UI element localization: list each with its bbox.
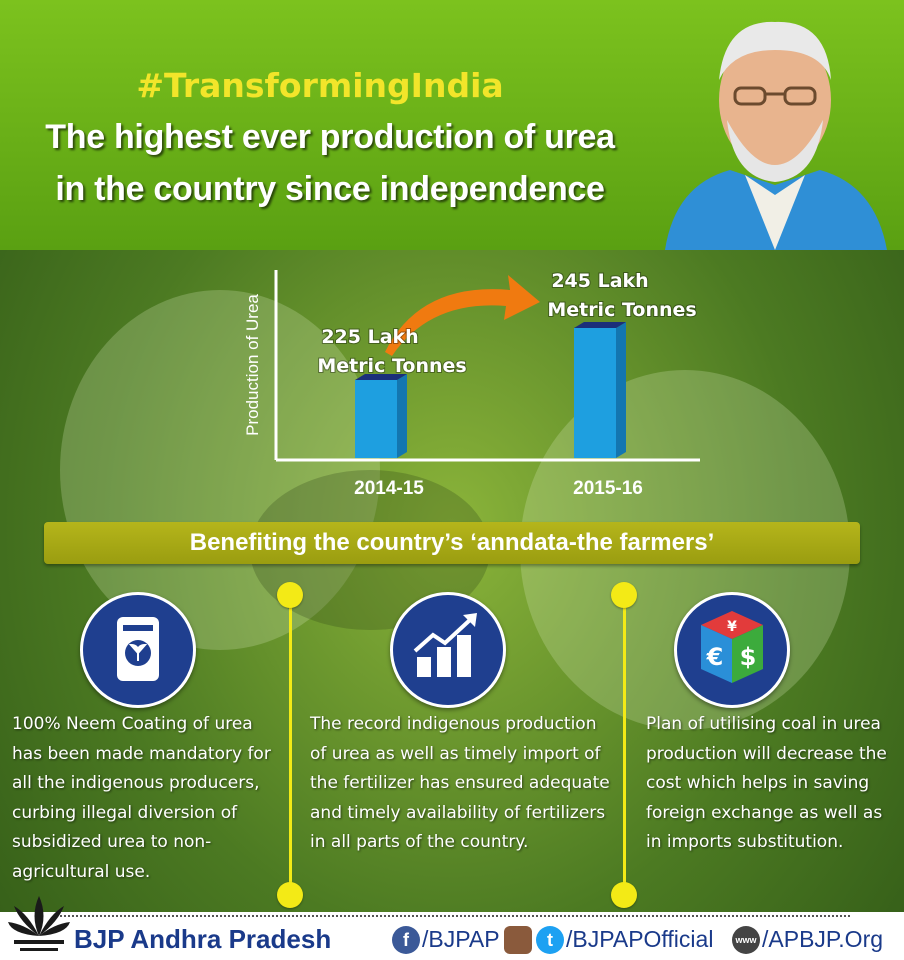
headline-line-2: in the country since independence	[55, 170, 605, 208]
y-axis-label: Production of Urea	[243, 294, 262, 436]
twitter-icon[interactable]: t	[536, 926, 564, 954]
svg-text:¥: ¥	[727, 619, 737, 635]
website-link[interactable]: /APBJP.Org	[762, 926, 884, 952]
benefits-banner: Benefiting the country’s ‘anndata-the fa…	[44, 522, 860, 564]
instagram-icon[interactable]	[504, 926, 532, 954]
tick-label: 2015-16	[573, 478, 643, 499]
benefit-text-1: 100% Neem Coating of urea has been made …	[12, 714, 271, 882]
divider-dot-2-bottom	[611, 882, 637, 908]
web-icon[interactable]: www	[732, 926, 760, 954]
data-label: Metric Tonnes	[547, 299, 696, 321]
benefit-text-3: Plan of utilising coal in urea productio…	[646, 714, 887, 852]
bar-2014-15	[355, 380, 397, 458]
banner-text: Benefiting the country’s ‘anndata-the fa…	[189, 529, 715, 556]
brand-name: BJP Andhra Pradesh	[74, 924, 332, 954]
benefit-text-2: The record indigenous production of urea…	[310, 714, 610, 852]
divider-line-2	[623, 596, 626, 896]
data-labels: 225 Lakh Metric Tonnes 245 Lakh Metric Tonn…	[316, 269, 697, 378]
growth-chart-icon	[390, 592, 506, 708]
currency-dice-icon: ¥ € $	[674, 592, 790, 708]
bar-top-2015-16	[574, 322, 626, 328]
tick-labels: 2014-15 2015-16	[354, 478, 643, 499]
bar-side-2015-16	[616, 322, 626, 458]
data-label: 225 Lakh	[321, 326, 418, 348]
leader-portrait	[665, 21, 887, 250]
headline-line-1: The highest ever production of urea	[45, 118, 615, 156]
divider-dot-1-bottom	[277, 882, 303, 908]
twitter-handle[interactable]: /BJPAPOfficial	[566, 926, 714, 952]
footer-divider	[60, 915, 850, 917]
bar-top-2014-15	[355, 374, 407, 380]
growth-arrow	[385, 275, 540, 356]
divider-dot-1-top	[277, 582, 303, 608]
svg-text:€: €	[706, 643, 724, 671]
bar-2015-16	[574, 328, 616, 458]
bars	[355, 322, 626, 458]
fertilizer-bag-icon	[80, 592, 196, 708]
tick-label: 2014-15	[354, 478, 424, 499]
data-label: 245 Lakh	[551, 270, 648, 292]
svg-text:$: $	[740, 643, 757, 671]
divider-line-1	[289, 596, 292, 896]
divider-dot-2-top	[611, 582, 637, 608]
lotus-logo-icon	[8, 896, 70, 951]
hashtag: #TransformingIndia	[136, 66, 504, 105]
data-label: Metric Tonnes	[317, 355, 466, 377]
facebook-handle[interactable]: /BJPAP	[422, 926, 500, 952]
bar-side-2014-15	[397, 374, 407, 458]
facebook-icon[interactable]: f	[392, 926, 420, 954]
